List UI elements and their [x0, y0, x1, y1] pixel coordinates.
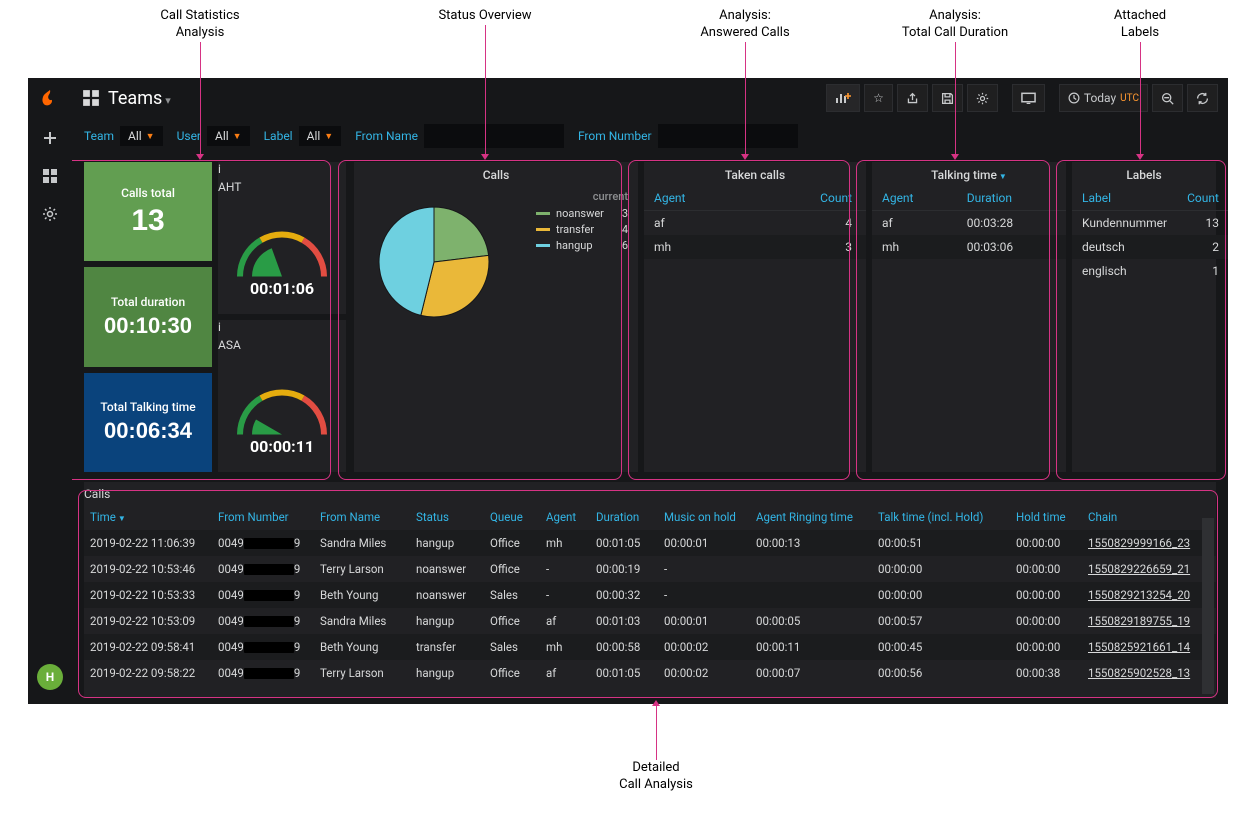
nav-sidebar: H: [28, 78, 72, 704]
chain-link[interactable]: 1550829226659_21: [1088, 562, 1190, 576]
user-avatar[interactable]: H: [37, 664, 63, 690]
scrollbar[interactable]: [1202, 518, 1214, 694]
chain-link[interactable]: 1550825902528_13: [1088, 666, 1190, 680]
callout-label: Call StatisticsAnalysis: [120, 8, 280, 42]
grafana-logo-icon[interactable]: [39, 88, 61, 110]
callout-label: Status Overview: [405, 8, 565, 25]
table-row: englisch1: [1072, 259, 1228, 283]
filter-label: LabelAll▼: [264, 126, 342, 146]
filter-user-select[interactable]: All▼: [207, 126, 250, 146]
share-button[interactable]: [897, 84, 928, 112]
col-header[interactable]: Duration: [590, 504, 658, 530]
panel-calls-pie: Calls current noanswer3transfer4hangup6: [354, 162, 638, 472]
callout-label: Analysis:Total Call Duration: [875, 8, 1035, 42]
filter-team: TeamAll▼: [84, 126, 163, 146]
star-button[interactable]: ☆: [864, 84, 893, 112]
col-header[interactable]: Agent: [540, 504, 590, 530]
add-panel-button[interactable]: [826, 84, 860, 112]
panel-labels: Labels LabelCountKundennummer13deutsch2e…: [1072, 162, 1216, 472]
table-row: 2019-02-22 10:53:09 00499 Sandra Milesha…: [84, 608, 1216, 634]
stat-total-duration: Total duration00:10:30: [84, 267, 212, 366]
legend-item[interactable]: noanswer3: [536, 207, 628, 220]
table-row: 2019-02-22 10:53:46 00499 Terry Larsonno…: [84, 556, 1216, 582]
callout-label: AttachedLabels: [1060, 8, 1220, 42]
sidebar-dashboards-icon[interactable]: [36, 162, 64, 190]
dashboard-title[interactable]: Teams▾: [108, 88, 171, 109]
col-header[interactable]: From Number: [212, 504, 314, 530]
filter-team-select[interactable]: All▼: [120, 126, 163, 146]
filter-from-number: From Number: [578, 124, 798, 148]
panel-asa: i ASA 00:00:11: [218, 320, 346, 472]
dashboards-icon: [82, 89, 100, 107]
cycle-view-button[interactable]: [1012, 84, 1045, 112]
time-range-button[interactable]: TodayUTC: [1059, 84, 1148, 112]
chain-link[interactable]: 1550825921661_14: [1088, 640, 1190, 654]
info-icon[interactable]: i: [218, 320, 346, 334]
table-row: Kundennummer13: [1072, 211, 1228, 236]
chain-link[interactable]: 1550829189755_19: [1088, 614, 1190, 628]
from-number-input[interactable]: [658, 124, 798, 148]
topbar: Teams▾ ☆ TodayUTC: [72, 78, 1228, 118]
col-header[interactable]: Queue: [484, 504, 540, 530]
table-row: mh3: [644, 235, 866, 259]
table-row: af4: [644, 211, 866, 236]
callout-label: DetailedCall Analysis: [576, 760, 736, 794]
pie-legend: current noanswer3transfer4hangup6: [536, 190, 628, 255]
legend-item[interactable]: hangup6: [536, 239, 628, 252]
stat-total-talking: Total Talking time00:06:34: [84, 373, 212, 472]
table-row: 2019-02-22 11:06:39 00499 Sandra Milesha…: [84, 530, 1216, 556]
col-header[interactable]: Chain: [1082, 504, 1216, 530]
callout-label: Analysis:Answered Calls: [665, 8, 825, 42]
filter-user: UserAll▼: [177, 126, 250, 146]
filter-label-select[interactable]: All▼: [299, 126, 342, 146]
filter-from-name: From Name: [355, 124, 564, 148]
zoom-out-button[interactable]: [1152, 84, 1183, 112]
sidebar-create-icon[interactable]: [36, 124, 64, 152]
col-header[interactable]: Status: [410, 504, 484, 530]
panel-aht: i AHT 00:01:06: [218, 162, 346, 314]
chain-link[interactable]: 1550829213254_20: [1088, 588, 1190, 602]
from-name-input[interactable]: [424, 124, 564, 148]
table-row: 2019-02-22 09:58:22 00499 Terry Larsonha…: [84, 660, 1216, 686]
panel-calls-table: Calls Time▼From NumberFrom NameStatusQue…: [84, 482, 1216, 698]
save-button[interactable]: [932, 84, 963, 112]
col-header[interactable]: Music on hold: [658, 504, 750, 530]
filter-bar: TeamAll▼ UserAll▼ LabelAll▼ From Name Fr…: [72, 118, 1228, 154]
col-header[interactable]: Agent Ringing time: [750, 504, 872, 530]
col-header[interactable]: Time▼: [84, 504, 212, 530]
sidebar-settings-icon[interactable]: [36, 200, 64, 228]
chain-link[interactable]: 1550829999166_23: [1088, 536, 1190, 550]
col-header[interactable]: From Name: [314, 504, 410, 530]
col-header[interactable]: Talk time (incl. Hold): [872, 504, 1010, 530]
panel-taken-calls: Taken calls AgentCountaf4mh3: [644, 162, 866, 472]
stat-calls-total: Calls total13: [84, 162, 212, 261]
table-row: 2019-02-22 10:53:33 00499 Beth Youngnoan…: [84, 582, 1216, 608]
settings-button[interactable]: [967, 84, 998, 112]
col-header[interactable]: Hold time: [1010, 504, 1082, 530]
table-row: deutsch2: [1072, 235, 1228, 259]
info-icon[interactable]: i: [218, 162, 346, 176]
dashboard-frame: H Teams▾ ☆ TodayUTC TeamAll▼ Use: [28, 78, 1228, 704]
table-row: 2019-02-22 09:58:41 00499 Beth Youngtran…: [84, 634, 1216, 660]
legend-item[interactable]: transfer4: [536, 223, 628, 236]
table-row: af00:03:28: [872, 211, 1066, 236]
panel-talking-time: Talking time▼ AgentDurationaf00:03:28mh0…: [872, 162, 1066, 472]
refresh-button[interactable]: [1187, 84, 1218, 112]
table-row: mh00:03:06: [872, 235, 1066, 259]
